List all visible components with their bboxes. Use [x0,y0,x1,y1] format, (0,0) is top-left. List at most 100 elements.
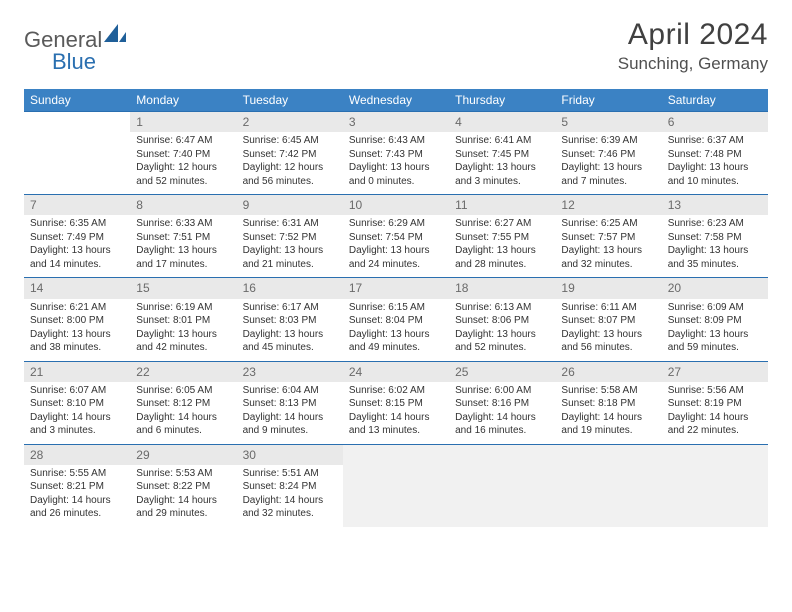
day-number: 9 [237,195,343,215]
day-sunset: Sunset: 8:01 PM [136,314,230,328]
day-daylight2: and 0 minutes. [349,175,443,189]
day-number: 25 [449,362,555,382]
day-daylight2: and 6 minutes. [136,424,230,438]
day-number: 5 [555,112,661,132]
day-sunrise: Sunrise: 6:00 AM [455,384,549,398]
day-sunrise: Sunrise: 5:51 AM [243,467,337,481]
calendar-day-cell [449,444,555,527]
day-daylight2: and 59 minutes. [668,341,762,355]
day-sunset: Sunset: 8:19 PM [668,397,762,411]
calendar-day-cell: 27Sunrise: 5:56 AMSunset: 8:19 PMDayligh… [662,361,768,444]
day-daylight1: Daylight: 14 hours [561,411,655,425]
day-daylight1: Daylight: 13 hours [136,328,230,342]
day-sunset: Sunset: 8:15 PM [349,397,443,411]
day-sunrise: Sunrise: 5:58 AM [561,384,655,398]
col-friday: Friday [555,89,661,112]
day-sunrise: Sunrise: 6:35 AM [30,217,124,231]
day-daylight2: and 52 minutes. [455,341,549,355]
day-daylight1: Daylight: 14 hours [136,411,230,425]
day-daylight2: and 21 minutes. [243,258,337,272]
day-daylight1: Daylight: 13 hours [455,244,549,258]
col-sunday: Sunday [24,89,130,112]
day-sunset: Sunset: 7:46 PM [561,148,655,162]
day-daylight2: and 45 minutes. [243,341,337,355]
calendar-day-cell: 1Sunrise: 6:47 AMSunset: 7:40 PMDaylight… [130,112,236,195]
day-sunset: Sunset: 8:04 PM [349,314,443,328]
day-sunrise: Sunrise: 6:39 AM [561,134,655,148]
calendar-day-cell [343,444,449,527]
day-daylight1: Daylight: 14 hours [455,411,549,425]
day-daylight2: and 52 minutes. [136,175,230,189]
day-sunrise: Sunrise: 6:07 AM [30,384,124,398]
calendar-day-cell: 29Sunrise: 5:53 AMSunset: 8:22 PMDayligh… [130,444,236,527]
calendar-week-row: 21Sunrise: 6:07 AMSunset: 8:10 PMDayligh… [24,361,768,444]
day-number: 27 [662,362,768,382]
calendar-day-cell: 22Sunrise: 6:05 AMSunset: 8:12 PMDayligh… [130,361,236,444]
calendar-day-cell: 17 Sunrise: 6:15 AMSunset: 8:04 PMDayligh… [343,278,449,361]
calendar-day-cell: 20Sunrise: 6:09 AMSunset: 8:09 PMDayligh… [662,278,768,361]
day-number: 16 [237,278,343,298]
day-sunset: Sunset: 8:00 PM [30,314,124,328]
day-sunrise: Sunrise: 6:15 AM [349,301,443,315]
calendar-day-cell: 23Sunrise: 6:04 AMSunset: 8:13 PMDayligh… [237,361,343,444]
day-daylight1: Daylight: 13 hours [455,161,549,175]
day-number: 18 [449,278,555,298]
day-daylight1: Daylight: 13 hours [349,244,443,258]
day-daylight1: Daylight: 13 hours [136,244,230,258]
day-daylight2: and 56 minutes. [243,175,337,189]
day-daylight2: and 29 minutes. [136,507,230,521]
day-daylight1: Daylight: 13 hours [668,244,762,258]
day-sunrise: Sunrise: 6:41 AM [455,134,549,148]
day-number: 17 [343,278,449,298]
day-number: 30 [237,445,343,465]
day-daylight1: Daylight: 12 hours [243,161,337,175]
day-sunrise: Sunrise: 6:17 AM [243,301,337,315]
day-sunrise: Sunrise: 6:45 AM [243,134,337,148]
calendar-day-cell: 7Sunrise: 6:35 AMSunset: 7:49 PMDaylight… [24,195,130,278]
day-daylight1: Daylight: 13 hours [668,161,762,175]
calendar-week-row: 14Sunrise: 6:21 AMSunset: 8:00 PMDayligh… [24,278,768,361]
day-daylight2: and 32 minutes. [561,258,655,272]
day-daylight1: Daylight: 13 hours [561,328,655,342]
day-daylight2: and 35 minutes. [668,258,762,272]
day-sunset: Sunset: 7:55 PM [455,231,549,245]
day-sunset: Sunset: 8:10 PM [30,397,124,411]
calendar-day-cell: 4Sunrise: 6:41 AMSunset: 7:45 PMDaylight… [449,112,555,195]
day-number: 29 [130,445,236,465]
day-sunset: Sunset: 8:13 PM [243,397,337,411]
calendar-day-cell [662,444,768,527]
day-sunset: Sunset: 7:52 PM [243,231,337,245]
day-daylight1: Daylight: 14 hours [243,411,337,425]
day-number: 1 [130,112,236,132]
day-sunrise: Sunrise: 6:13 AM [455,301,549,315]
col-saturday: Saturday [662,89,768,112]
day-sunset: Sunset: 8:21 PM [30,480,124,494]
day-sunset: Sunset: 8:18 PM [561,397,655,411]
day-sunrise: Sunrise: 5:53 AM [136,467,230,481]
day-sunset: Sunset: 8:24 PM [243,480,337,494]
calendar-table: Sunday Monday Tuesday Wednesday Thursday… [24,89,768,527]
day-daylight2: and 19 minutes. [561,424,655,438]
day-sunrise: Sunrise: 6:37 AM [668,134,762,148]
brand-text-2: Blue [52,49,96,75]
day-daylight1: Daylight: 14 hours [30,411,124,425]
day-number: 10 [343,195,449,215]
day-sunrise: Sunrise: 6:47 AM [136,134,230,148]
day-number: 13 [662,195,768,215]
day-number: 6 [662,112,768,132]
day-number: 23 [237,362,343,382]
day-sunset: Sunset: 8:03 PM [243,314,337,328]
day-daylight2: and 38 minutes. [30,341,124,355]
day-daylight2: and 3 minutes. [455,175,549,189]
day-number: 7 [24,195,130,215]
calendar-day-cell [24,112,130,195]
day-daylight1: Daylight: 13 hours [349,328,443,342]
day-sunset: Sunset: 7:48 PM [668,148,762,162]
day-daylight1: Daylight: 14 hours [349,411,443,425]
day-daylight2: and 56 minutes. [561,341,655,355]
day-number: 11 [449,195,555,215]
calendar-day-cell: 6 Sunrise: 6:37 AMSunset: 7:48 PMDaylight… [662,112,768,195]
day-sunset: Sunset: 8:16 PM [455,397,549,411]
day-sunset: Sunset: 8:22 PM [136,480,230,494]
day-sunrise: Sunrise: 6:43 AM [349,134,443,148]
